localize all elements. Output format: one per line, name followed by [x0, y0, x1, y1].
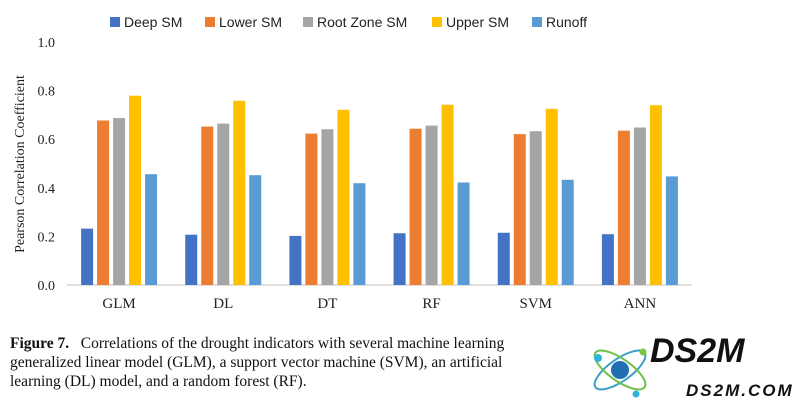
legend-label-deep-sm: Deep SM	[124, 14, 182, 30]
watermark-logo: DS2M DS2M.COM	[593, 332, 794, 400]
bar-rf-runoff	[457, 182, 470, 285]
caption-text-2: generalized linear model (GLM), a suppor…	[10, 354, 503, 371]
bar-dt-upper-sm	[337, 109, 350, 285]
bar-dl-runoff	[249, 175, 262, 285]
caption-text-1: Correlations of the drought indicators w…	[80, 335, 505, 352]
watermark-title: DS2M	[650, 332, 745, 370]
x-tick-label: SVM	[519, 296, 552, 312]
x-tick-label: GLM	[102, 296, 135, 312]
legend-label-lower-sm: Lower SM	[219, 14, 282, 30]
bar-ann-root-zone-sm	[633, 127, 646, 285]
y-tick-label: 0.6	[38, 133, 56, 148]
legend-label-root-zone-sm: Root Zone SM	[317, 14, 407, 30]
bar-dl-root-zone-sm	[217, 123, 230, 285]
bar-dl-deep-sm	[185, 234, 198, 285]
bar-svm-upper-sm	[545, 108, 558, 285]
bar-dl-lower-sm	[201, 126, 214, 286]
bar-dt-root-zone-sm	[321, 129, 334, 285]
bar-svm-lower-sm	[513, 134, 526, 285]
bar-rf-upper-sm	[441, 104, 454, 285]
y-axis: 0.0 0.2 0.4 0.6 0.8 1.0	[38, 36, 56, 294]
legend-label-runoff: Runoff	[546, 14, 587, 30]
legend-swatch-lower-sm	[205, 17, 215, 27]
bar-ann-lower-sm	[617, 130, 630, 285]
bar-svm-root-zone-sm	[529, 131, 542, 285]
bar-ann-runoff	[665, 176, 678, 285]
bars	[81, 95, 678, 286]
y-tick-label: 0.0	[38, 279, 56, 294]
caption-label: Figure 7.	[10, 335, 70, 352]
y-tick-label: 1.0	[38, 36, 56, 51]
bar-rf-deep-sm	[393, 233, 406, 285]
y-tick-label: 0.4	[38, 182, 56, 197]
legend-swatch-runoff	[532, 17, 542, 27]
bar-glm-upper-sm	[129, 95, 142, 285]
legend-swatch-deep-sm	[110, 17, 120, 27]
bar-glm-deep-sm	[81, 228, 94, 285]
bar-ann-upper-sm	[649, 105, 662, 286]
bar-glm-lower-sm	[97, 120, 110, 285]
bar-rf-lower-sm	[409, 128, 422, 285]
bar-ann-deep-sm	[601, 234, 614, 285]
y-axis-label: Pearson Correlation Coefficient	[13, 75, 28, 253]
caption-text-3: learning (DL) model, and a random forest…	[10, 373, 307, 390]
legend: Deep SM Lower SM Root Zone SM Upper SM Runof…	[110, 14, 587, 30]
bar-chart: Deep SM Lower SM Root Zone SM Upper SM Runof…	[13, 14, 692, 312]
legend-swatch-root-zone-sm	[303, 17, 313, 27]
y-tick-label: 0.2	[38, 230, 56, 245]
bar-rf-root-zone-sm	[425, 125, 438, 285]
watermark-subtitle: DS2M.COM	[686, 381, 794, 400]
figure-caption: Figure 7. Correlations of the drought in…	[10, 334, 580, 391]
x-axis-categories: GLM DL DT RF SVM ANN	[102, 296, 656, 312]
legend-swatch-upper-sm	[432, 17, 442, 27]
x-tick-label: DL	[213, 296, 233, 312]
bar-glm-root-zone-sm	[113, 118, 126, 286]
y-tick-label: 0.8	[38, 85, 56, 100]
bar-dt-runoff	[353, 183, 366, 285]
bar-dt-lower-sm	[305, 133, 318, 285]
x-tick-label: DT	[317, 296, 337, 312]
bar-svm-deep-sm	[497, 232, 510, 285]
bar-glm-runoff	[145, 174, 158, 285]
caption-line-1: Figure 7. Correlations of the drought in…	[10, 334, 580, 353]
legend-label-upper-sm: Upper SM	[446, 14, 509, 30]
bar-svm-runoff	[561, 179, 574, 285]
x-tick-label: RF	[422, 296, 440, 312]
bar-dt-deep-sm	[289, 235, 302, 285]
atom-icon	[593, 348, 647, 398]
x-tick-label: ANN	[624, 296, 657, 312]
bar-dl-upper-sm	[233, 100, 246, 285]
